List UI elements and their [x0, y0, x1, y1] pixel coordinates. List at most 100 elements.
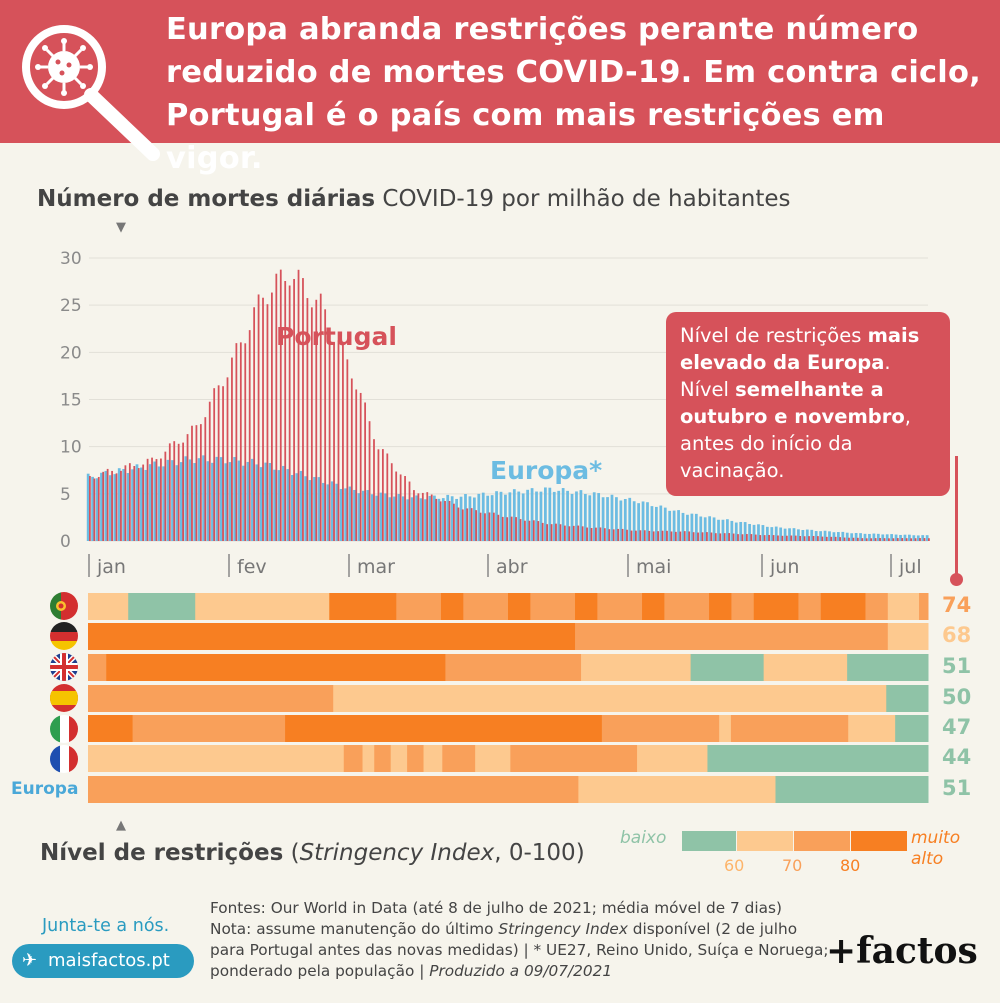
portugal-bar — [137, 468, 140, 541]
portugal-bar — [417, 493, 420, 541]
europa-bar — [819, 531, 822, 541]
portugal-bar — [563, 525, 566, 541]
portugal-bar — [799, 536, 802, 541]
europa-bar — [228, 462, 232, 541]
portugal-bar — [373, 439, 375, 541]
portugal-bar — [124, 465, 127, 541]
portugal-bar — [506, 517, 509, 541]
portugal-bar — [279, 269, 282, 541]
europa-bar — [428, 495, 432, 541]
portugal-bar — [595, 527, 597, 541]
y-tick-label: 25 — [60, 296, 82, 316]
europa-bar — [299, 470, 303, 541]
heat-cell — [88, 685, 334, 712]
europa-bar — [632, 501, 636, 541]
europa-bar — [308, 480, 312, 541]
portugal-bar — [310, 307, 313, 541]
europa-bar — [863, 533, 867, 541]
portugal-bar — [706, 532, 708, 541]
heat-cell — [664, 593, 710, 620]
europa-bar — [393, 496, 396, 541]
legend-swatch-60 — [737, 831, 793, 851]
europa-bar — [717, 519, 720, 541]
europa-bar — [526, 489, 530, 541]
europa-bar — [748, 523, 751, 541]
portugal-bar — [794, 535, 797, 541]
callout-bold-1: mais elevado da Europa — [680, 324, 920, 374]
europa-bar — [619, 500, 623, 541]
portugal-bar — [346, 359, 349, 541]
portugal-bar — [262, 297, 264, 541]
heat-cell — [919, 593, 929, 620]
europa-bar — [180, 462, 183, 541]
europa-bar — [872, 533, 876, 541]
europa-bar — [104, 470, 108, 541]
portugal-bar — [723, 533, 726, 541]
europa-bar — [401, 496, 405, 541]
europa-bar — [388, 497, 392, 541]
europa-bar — [86, 473, 90, 541]
portugal-bar — [244, 343, 247, 541]
legend-low-label: baixo — [620, 828, 667, 848]
europa-bar — [583, 493, 587, 541]
portugal-bar — [479, 512, 482, 541]
legend-swatch-80 — [851, 831, 907, 851]
legend-level-80: 80 — [840, 856, 861, 875]
europa-bar — [712, 517, 716, 541]
portugal-bar — [430, 494, 433, 541]
europa-bar — [654, 506, 658, 541]
heat-cell — [886, 685, 929, 712]
europa-bar — [233, 457, 237, 541]
portugal-bar — [399, 474, 402, 541]
portugal-bar — [297, 269, 300, 541]
portugal-bar — [532, 520, 535, 541]
portugal-bar — [324, 309, 327, 541]
portugal-bar — [439, 501, 442, 541]
europa-bar — [211, 462, 214, 541]
portugal-bar — [191, 425, 193, 541]
portugal-bar — [484, 513, 486, 541]
europa-bar — [677, 510, 680, 541]
portugal-bar — [754, 534, 757, 541]
portugal-bar — [328, 331, 331, 541]
portugal-bar — [342, 342, 344, 541]
portugal-bar — [772, 535, 775, 541]
portugal-bar — [368, 421, 371, 541]
portugal-bar — [111, 470, 113, 541]
portugal-bar — [728, 533, 731, 541]
europa-bar — [610, 494, 614, 541]
europa-bar — [908, 534, 911, 541]
up-triangle-icon: ▲ — [116, 818, 126, 833]
europa-bar — [264, 462, 268, 541]
deaths-bar-chart: 0 5 10 15 20 25 30 jan fev mar abr mai jun jul — [60, 249, 930, 578]
europa-bar — [157, 466, 161, 541]
legend-swatch-low — [682, 831, 736, 851]
europa-bar — [437, 498, 441, 541]
portugal-bar — [768, 534, 770, 541]
heat-cell — [753, 593, 799, 620]
europa-bar — [850, 533, 854, 541]
deaths-chart-title: Número de mortes diárias COVID-19 por mi… — [37, 186, 791, 212]
portugal-bar — [666, 530, 668, 541]
x-tick-label: jun — [769, 556, 799, 578]
europa-bar — [415, 495, 419, 541]
portugal-bar — [914, 538, 917, 541]
portugal-bar — [652, 531, 655, 541]
paper-plane-icon: ✈ — [22, 950, 38, 971]
portugal-bar — [870, 538, 873, 541]
sources-note-italic: Stringency Index — [498, 920, 628, 938]
portugal-bar — [151, 457, 153, 541]
heat-cell — [390, 745, 408, 772]
portugal-bar — [830, 536, 833, 541]
portugal-bar — [541, 522, 544, 541]
europa-bar — [357, 493, 361, 541]
heat-cell — [396, 593, 442, 620]
portugal-bar — [661, 530, 664, 541]
portugal-bar — [803, 536, 806, 541]
portugal-bar — [559, 524, 562, 541]
europa-bar — [579, 490, 583, 541]
site-link-button[interactable]: ✈ maisfactos.pt — [12, 944, 194, 978]
y-tick-label: 15 — [60, 391, 82, 411]
europa-bar — [206, 461, 210, 541]
callout-bold-2: semelhante a outubro e novembro — [680, 378, 905, 428]
